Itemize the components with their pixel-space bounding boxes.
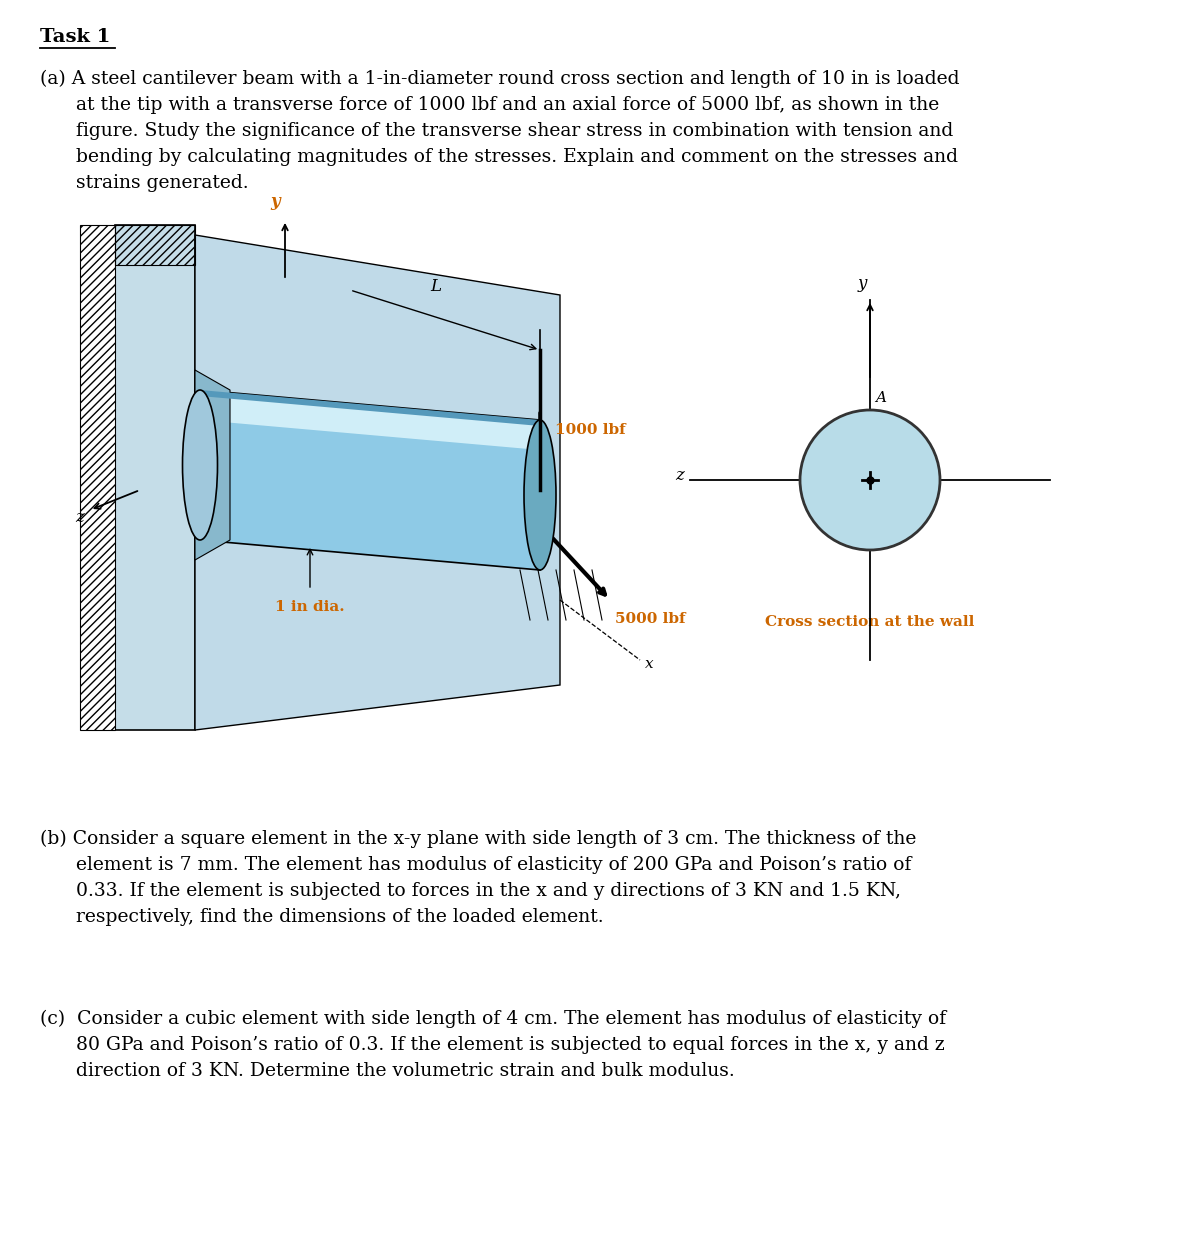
Polygon shape <box>200 389 540 426</box>
Text: 1000 lbf: 1000 lbf <box>554 423 625 437</box>
Text: Cross section at the wall: Cross section at the wall <box>766 615 974 629</box>
Text: A: A <box>875 391 886 406</box>
Text: at the tip with a transverse force of 1000 lbf and an axial force of 5000 lbf, a: at the tip with a transverse force of 10… <box>40 96 940 114</box>
Ellipse shape <box>524 421 556 570</box>
Text: element is 7 mm. The element has modulus of elasticity of 200 GPa and Poison’s r: element is 7 mm. The element has modulus… <box>40 856 911 874</box>
Polygon shape <box>80 225 115 730</box>
Text: direction of 3 KN. Determine the volumetric strain and bulk modulus.: direction of 3 KN. Determine the volumet… <box>40 1062 734 1080</box>
Polygon shape <box>194 369 230 560</box>
Text: 0.33. If the element is subjected to forces in the x and y directions of 3 KN an: 0.33. If the element is subjected to for… <box>40 882 901 900</box>
Text: figure. Study the significance of the transverse shear stress in combination wit: figure. Study the significance of the tr… <box>40 122 953 140</box>
Text: (c)  Consider a cubic element with side length of 4 cm. The element has modulus : (c) Consider a cubic element with side l… <box>40 1010 946 1028</box>
Text: x: x <box>646 656 654 671</box>
Polygon shape <box>200 396 540 451</box>
Text: bending by calculating magnitudes of the stresses. Explain and comment on the st: bending by calculating magnitudes of the… <box>40 149 958 166</box>
Polygon shape <box>115 225 194 730</box>
Polygon shape <box>200 389 540 570</box>
Circle shape <box>800 411 940 550</box>
Text: y: y <box>857 275 866 292</box>
Text: 5000 lbf: 5000 lbf <box>616 612 685 626</box>
Polygon shape <box>194 235 560 730</box>
Text: z: z <box>74 509 84 527</box>
Text: (b) Consider a square element in the x-y plane with side length of 3 cm. The thi: (b) Consider a square element in the x-y… <box>40 830 917 849</box>
Text: C: C <box>875 448 887 462</box>
Text: (a) A steel cantilever beam with a 1-in-diameter round cross section and length : (a) A steel cantilever beam with a 1-in-… <box>40 70 960 89</box>
Text: y: y <box>270 193 280 210</box>
Text: B: B <box>875 498 887 512</box>
Text: 80 GPa and Poison’s ratio of 0.3. If the element is subjected to equal forces in: 80 GPa and Poison’s ratio of 0.3. If the… <box>40 1036 944 1055</box>
Text: 1 in dia.: 1 in dia. <box>275 600 344 614</box>
Text: Task 1: Task 1 <box>40 27 110 46</box>
Text: strains generated.: strains generated. <box>40 173 248 192</box>
Text: respectively, find the dimensions of the loaded element.: respectively, find the dimensions of the… <box>40 909 604 926</box>
Ellipse shape <box>182 389 217 540</box>
Text: z: z <box>674 467 684 483</box>
Text: L: L <box>430 278 442 295</box>
